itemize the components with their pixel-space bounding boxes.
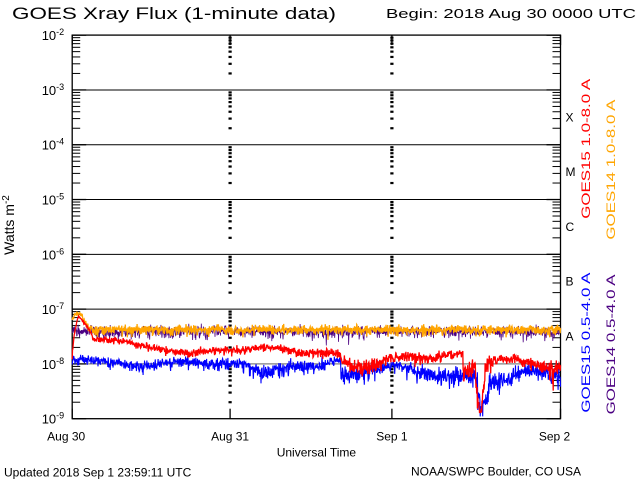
svg-text:Universal Time: Universal Time: [277, 445, 357, 459]
svg-text:GOES14 1.0-8.0 A: GOES14 1.0-8.0 A: [604, 100, 618, 240]
svg-text:NOAA/SWPC Boulder, CO USA: NOAA/SWPC Boulder, CO USA: [411, 465, 581, 479]
svg-text:Sep 2: Sep 2: [539, 430, 571, 444]
svg-text:C: C: [566, 220, 575, 234]
svg-text:GOES Xray Flux (1-minute data): GOES Xray Flux (1-minute data): [12, 4, 336, 23]
svg-text:Aug 30: Aug 30: [47, 430, 85, 444]
svg-text:Updated 2018 Sep 1 23:59:11 U: Updated 2018 Sep 1 23:59:11 UTC: [4, 465, 192, 479]
svg-text:B: B: [566, 275, 574, 289]
svg-text:Sep 1: Sep 1: [376, 430, 408, 444]
svg-text:GOES14 0.5-4.0 A: GOES14 0.5-4.0 A: [604, 274, 618, 414]
svg-text:X: X: [566, 110, 574, 124]
svg-text:A: A: [566, 330, 574, 344]
svg-text:Begin: 2018 Aug 30 0000 UTC: Begin: 2018 Aug 30 0000 UTC: [386, 6, 636, 21]
svg-text:Aug 31: Aug 31: [211, 430, 249, 444]
svg-text:M: M: [566, 165, 576, 179]
svg-text:GOES15 0.5-4.0 A: GOES15 0.5-4.0 A: [579, 273, 593, 413]
svg-text:GOES15 1.0-8.0 A: GOES15 1.0-8.0 A: [579, 79, 593, 219]
